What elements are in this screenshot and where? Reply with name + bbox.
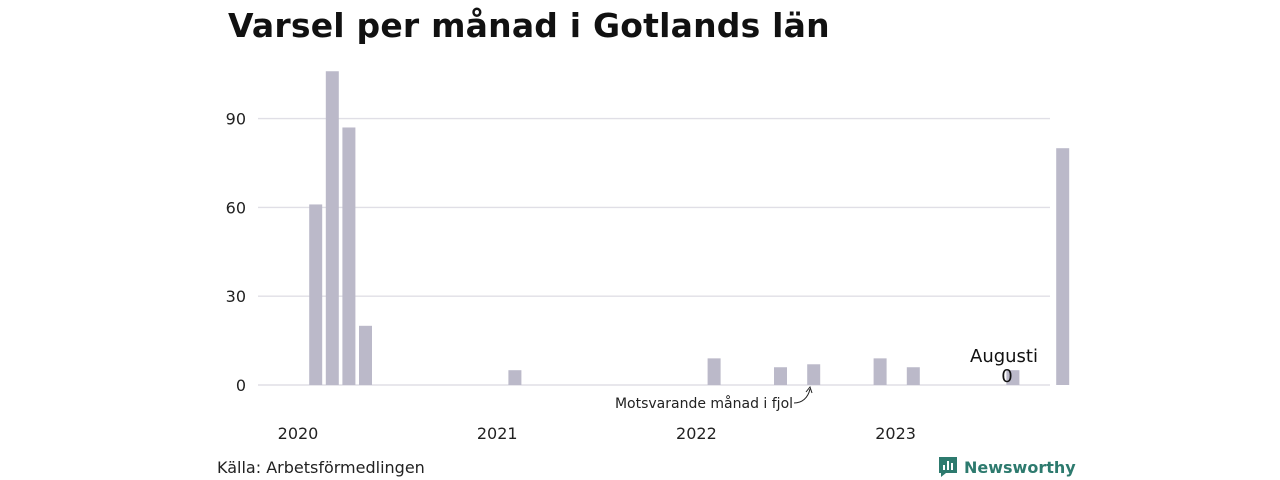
newsworthy-logo: Newsworthy [938,456,1076,478]
annotation-arrowhead [805,385,813,394]
bar [1006,370,1020,385]
bar [359,325,372,385]
highlight-month-label: Augusti [970,346,1038,367]
x-tick-label: 2022 [676,424,717,443]
bar [1056,148,1070,385]
bar [325,71,339,386]
y-tick-label: 30 [226,287,246,306]
annotation-text: Motsvarande månad i fjol [615,395,793,412]
highlight-value-label: 0 [1001,366,1012,387]
bar [508,370,522,385]
x-tick-label: 2021 [477,424,518,443]
annotation-arrow [793,388,811,404]
newsworthy-logo-text: Newsworthy [964,457,1076,477]
y-tick-label: 0 [236,376,246,395]
source-note: Källa: Arbetsförmedlingen [217,458,425,477]
bar [873,358,887,385]
bars [309,71,1070,386]
x-tick-label: 2020 [278,424,319,443]
bar [774,367,787,385]
y-axis-ticks: 0 30 60 90 [226,110,246,395]
x-tick-label: 2023 [875,424,916,443]
y-tick-label: 60 [226,198,246,217]
bar [342,127,356,385]
newsworthy-logo-icon [939,457,957,477]
y-tick-label: 90 [226,110,246,129]
bar [807,364,821,385]
bar [906,367,920,385]
bar [707,358,721,385]
gridlines [258,117,1050,386]
x-axis-ticks: 2020 2021 2022 2023 [278,424,916,443]
bar [309,204,323,385]
chart-title: Varsel per månad i Gotlands län [228,6,830,45]
